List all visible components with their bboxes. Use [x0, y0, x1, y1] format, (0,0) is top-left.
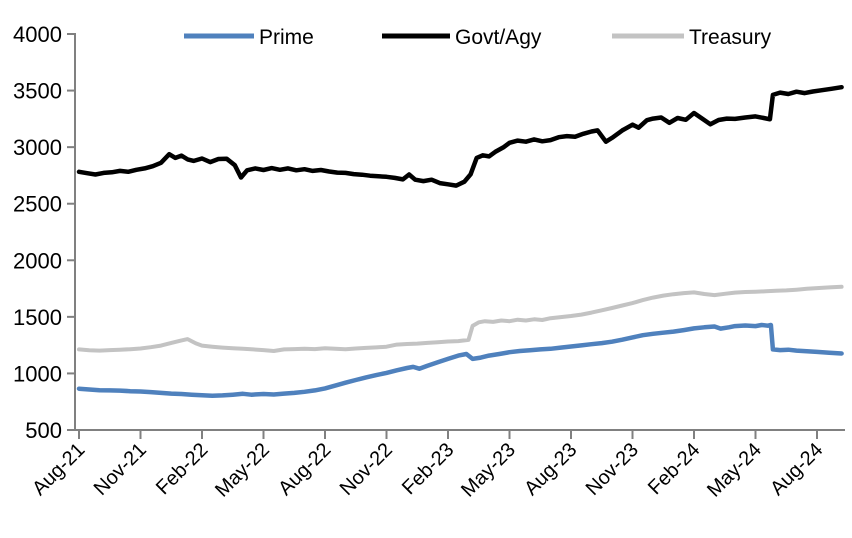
- x-tick-label: May-23: [457, 439, 520, 502]
- y-tick-label: 3500: [13, 79, 62, 104]
- legend-label-prime: Prime: [259, 26, 314, 49]
- series-line-treasury: [77, 284, 844, 353]
- x-tick-label: May-24: [703, 439, 766, 502]
- x-tick-label: Aug-21: [28, 439, 89, 500]
- x-tick-label: Aug-24: [766, 439, 827, 500]
- y-tick-label: 2000: [13, 248, 62, 273]
- legend-label-govt-agy: Govt/Agy: [455, 26, 542, 49]
- y-tick-label: 3000: [13, 135, 62, 160]
- x-tick-label: Feb-22: [152, 439, 212, 499]
- x-tick-label: Feb-23: [398, 439, 458, 499]
- x-tick-label: May-22: [211, 439, 274, 502]
- legend-label-treasury: Treasury: [689, 26, 772, 49]
- y-tick-label: 1000: [13, 361, 62, 386]
- y-tick-label: 2500: [13, 192, 62, 217]
- x-tick-label: Nov-22: [336, 439, 397, 500]
- x-tick-label: Nov-21: [90, 439, 151, 500]
- x-tick-label: Nov-23: [582, 439, 643, 500]
- x-tick-label: Aug-22: [274, 439, 335, 500]
- series-line-prime: [76, 322, 844, 398]
- y-tick-label: 1500: [13, 305, 62, 330]
- series-line-govt-agy: [76, 84, 844, 188]
- y-tick-label: 500: [25, 418, 62, 443]
- y-tick-label: 4000: [13, 22, 62, 47]
- x-tick-label: Aug-23: [520, 439, 581, 500]
- x-tick-label: Feb-24: [644, 439, 704, 499]
